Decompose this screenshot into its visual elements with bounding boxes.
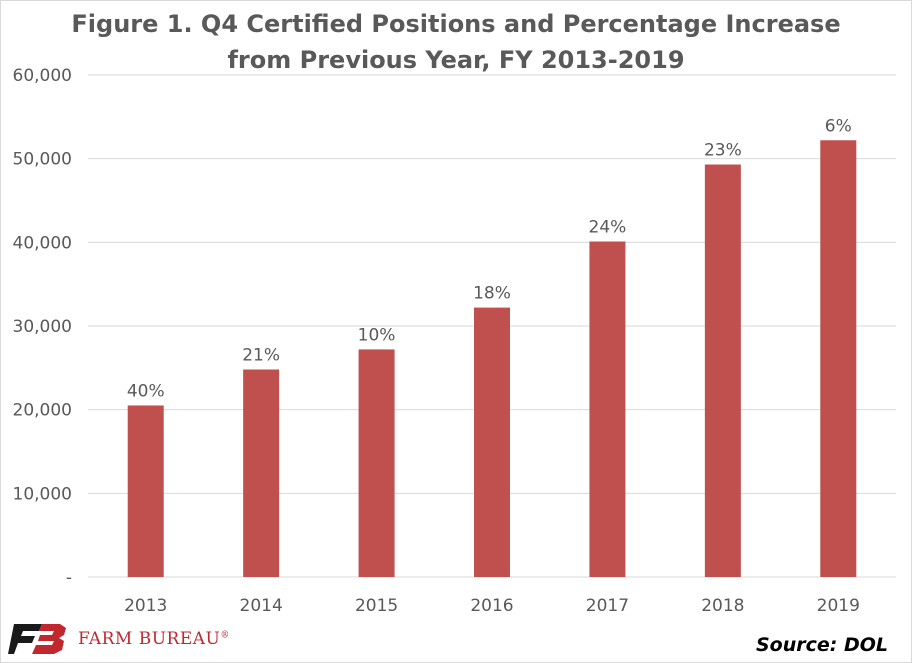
x-tick-label-2019: 2019 [817,596,860,616]
x-tick-label-2015: 2015 [355,596,398,616]
x-tick-label-2014: 2014 [240,596,283,616]
data-labels: 40% 21% 10% 18% 24% 23% 6% [127,116,852,401]
bar-2016 [474,307,510,577]
farm-bureau-logo: FARM BUREAU® [8,622,230,656]
chart-title-line-1: Figure 1. Q4 Certified Positions and Per… [71,10,841,38]
y-axis-tick-labels: - 10,000 20,000 30,000 40,000 50,000 60,000 [13,66,72,588]
bar-2017 [589,241,626,577]
x-tick-label-2016: 2016 [470,596,513,616]
data-label-2017: 24% [589,217,627,237]
bars [127,140,857,578]
x-tick-label-2017: 2017 [586,596,629,616]
y-tick-label: 50,000 [13,150,72,170]
bar-2018 [704,164,741,578]
y-tick-label: 40,000 [13,233,72,253]
chart-title-line-2: from Previous Year, FY 2013-2019 [227,46,685,74]
bar-2015 [358,349,395,577]
data-label-2014: 21% [242,346,280,366]
x-tick-label-2013: 2013 [124,596,167,616]
logo-text: FARM BUREAU [78,629,221,649]
x-tick-label-2018: 2018 [701,596,744,616]
data-label-2016: 18% [473,284,511,304]
y-tick-label: 20,000 [13,401,72,421]
data-label-2013: 40% [127,381,165,401]
y-tick-label: - [66,568,72,588]
chart-title: Figure 1. Q4 Certified Positions and Per… [0,6,912,78]
data-label-2015: 10% [358,325,396,345]
bar-2019 [820,140,857,577]
y-tick-label: 10,000 [13,484,72,504]
bar-2014 [243,369,280,577]
logo-registered-mark: ® [220,630,230,641]
data-label-2018: 23% [704,141,742,161]
y-tick-label: 60,000 [13,66,72,86]
bar-2013 [127,405,164,577]
farm-bureau-logo-icon [8,624,66,654]
source-note: Source: DOL [755,634,888,656]
data-label-2019: 6% [825,116,852,136]
y-tick-label: 30,000 [13,317,72,337]
x-axis-tick-labels: 2013 2014 2015 2016 2017 2018 2019 [124,596,860,616]
farm-bureau-wordmark: FARM BUREAU® [78,629,230,649]
